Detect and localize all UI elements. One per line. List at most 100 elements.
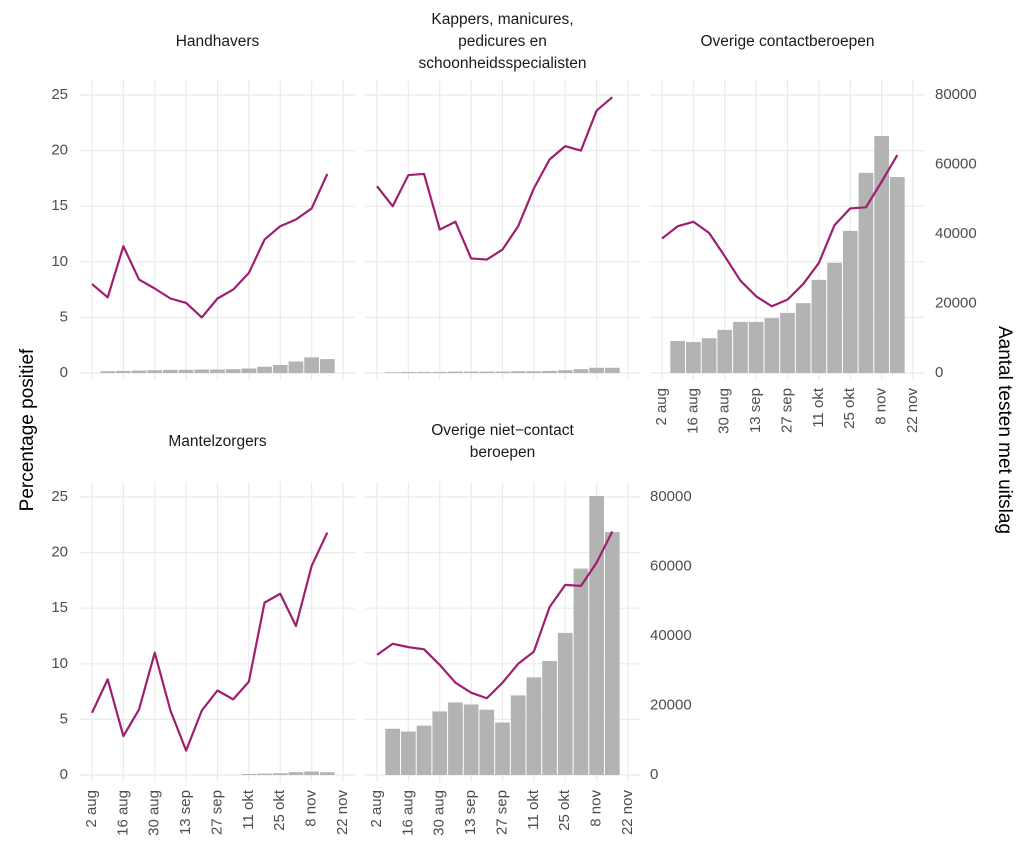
y-axis-title: Percentage positief [17,348,38,511]
bar [701,338,717,373]
x-tick-label: 27 sep [778,388,795,433]
bar [416,725,432,775]
bar [479,371,495,373]
panel: Mantelzorgers 0 5 10 15 20 25 2 aug 16 aug 30 aug… [51,433,355,836]
y-tick-label: 15 [51,599,68,616]
bar [401,731,416,775]
bar [510,371,526,373]
bar [241,368,257,373]
x-tick-label: 2 aug [368,790,385,828]
bar [319,772,335,775]
x-tick-label: 2 aug [83,790,100,828]
y2-tick-label: 40000 [650,627,692,644]
bar [210,369,225,373]
x-tick-label: 22 nov [619,790,636,836]
bar [432,711,448,775]
bar [225,369,241,373]
x-tick-label: 16 aug [684,388,701,434]
bar [495,722,510,775]
panel: Handhavers 0 5 10 15 20 25 [51,33,355,381]
line [91,173,329,319]
bar [589,495,604,775]
bar [463,704,479,775]
bar [670,341,686,373]
x-tick-label: 2 aug [653,388,670,426]
bar [257,773,272,775]
y-tick-label: 25 [51,86,68,103]
bar [241,773,257,775]
x-tick-label: 25 okt [556,789,573,831]
panel-title: Overige niet−contact [431,422,574,439]
bar [401,371,416,373]
bar [542,661,557,775]
y2-tick-label: 80000 [935,86,977,103]
y-tick-label: 15 [51,197,68,214]
panel-title: pedicures en [458,33,547,50]
bar [764,318,780,373]
x-tick-label: 13 sep [177,790,194,835]
x-tick-label: 27 sep [208,790,225,835]
bar [272,773,288,775]
bar [557,370,573,373]
bar [811,279,827,373]
y2-tick-label: 60000 [650,557,692,574]
bar [874,136,889,373]
bar [526,677,542,775]
x-tick-label: 13 sep [747,388,764,433]
x-tick-label: 8 nov [303,790,320,827]
y2-tick-label: 60000 [935,155,977,172]
y-tick-label: 10 [51,253,68,270]
panel: Overige contactberoepen 0 20000 40000 60000 8… [650,33,977,434]
bar [479,709,495,775]
bar [194,369,210,373]
bar [178,369,194,373]
bar [288,361,304,373]
bar [889,177,905,373]
bar [557,632,573,775]
y2-tick-label: 0 [650,766,658,783]
bar [304,771,319,775]
y-tick-label: 10 [51,655,68,672]
bar [542,370,557,373]
x-tick-label: 30 aug [716,388,733,434]
bar [304,357,319,373]
bar [604,532,620,775]
bar [686,342,701,373]
bar [526,371,542,373]
bar [463,371,479,373]
y2-tick-label: 40000 [935,225,977,242]
bar [858,172,874,373]
x-tick-label: 11 okt [810,387,827,428]
line [91,532,329,752]
x-tick-label: 27 sep [493,790,510,835]
bar [272,365,288,373]
y-tick-label: 0 [60,364,68,381]
panel-title: Mantelzorgers [168,433,266,450]
y-tick-label: 0 [60,766,68,783]
y2-tick-label: 0 [935,364,943,381]
bar [147,370,163,373]
line [661,154,899,308]
panel-title: beroepen [470,444,536,461]
x-tick-label: 11 okt [525,789,542,830]
y2-tick-label: 20000 [650,696,692,713]
y-tick-label: 20 [51,544,68,561]
bar [842,230,858,373]
bar [385,372,401,373]
panel-title: schoonheidsspecialisten [418,55,586,72]
x-tick-label: 22 nov [904,388,921,434]
line [376,96,614,261]
bar [116,370,131,373]
panel-title: Kappers, manicures, [431,11,573,28]
panel-title: Overige contactberoepen [700,33,874,50]
x-tick-label: 8 nov [873,388,890,425]
bar [589,367,604,373]
bar [780,312,795,373]
bar [510,695,526,775]
y2-tick-label: 80000 [650,488,692,505]
x-tick-label: 8 nov [588,790,605,827]
y-tick-label: 25 [51,488,68,505]
bar [733,321,748,373]
x-tick-label: 22 nov [334,790,351,836]
